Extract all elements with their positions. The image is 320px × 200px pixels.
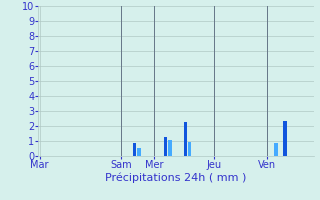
- Bar: [274, 142, 278, 156]
- Bar: [164, 137, 167, 156]
- Bar: [168, 140, 172, 156]
- Bar: [137, 148, 140, 156]
- X-axis label: Précipitations 24h ( mm ): Précipitations 24h ( mm ): [105, 173, 247, 183]
- Bar: [133, 143, 136, 156]
- Bar: [283, 121, 286, 156]
- Bar: [184, 121, 187, 156]
- Bar: [188, 142, 191, 156]
